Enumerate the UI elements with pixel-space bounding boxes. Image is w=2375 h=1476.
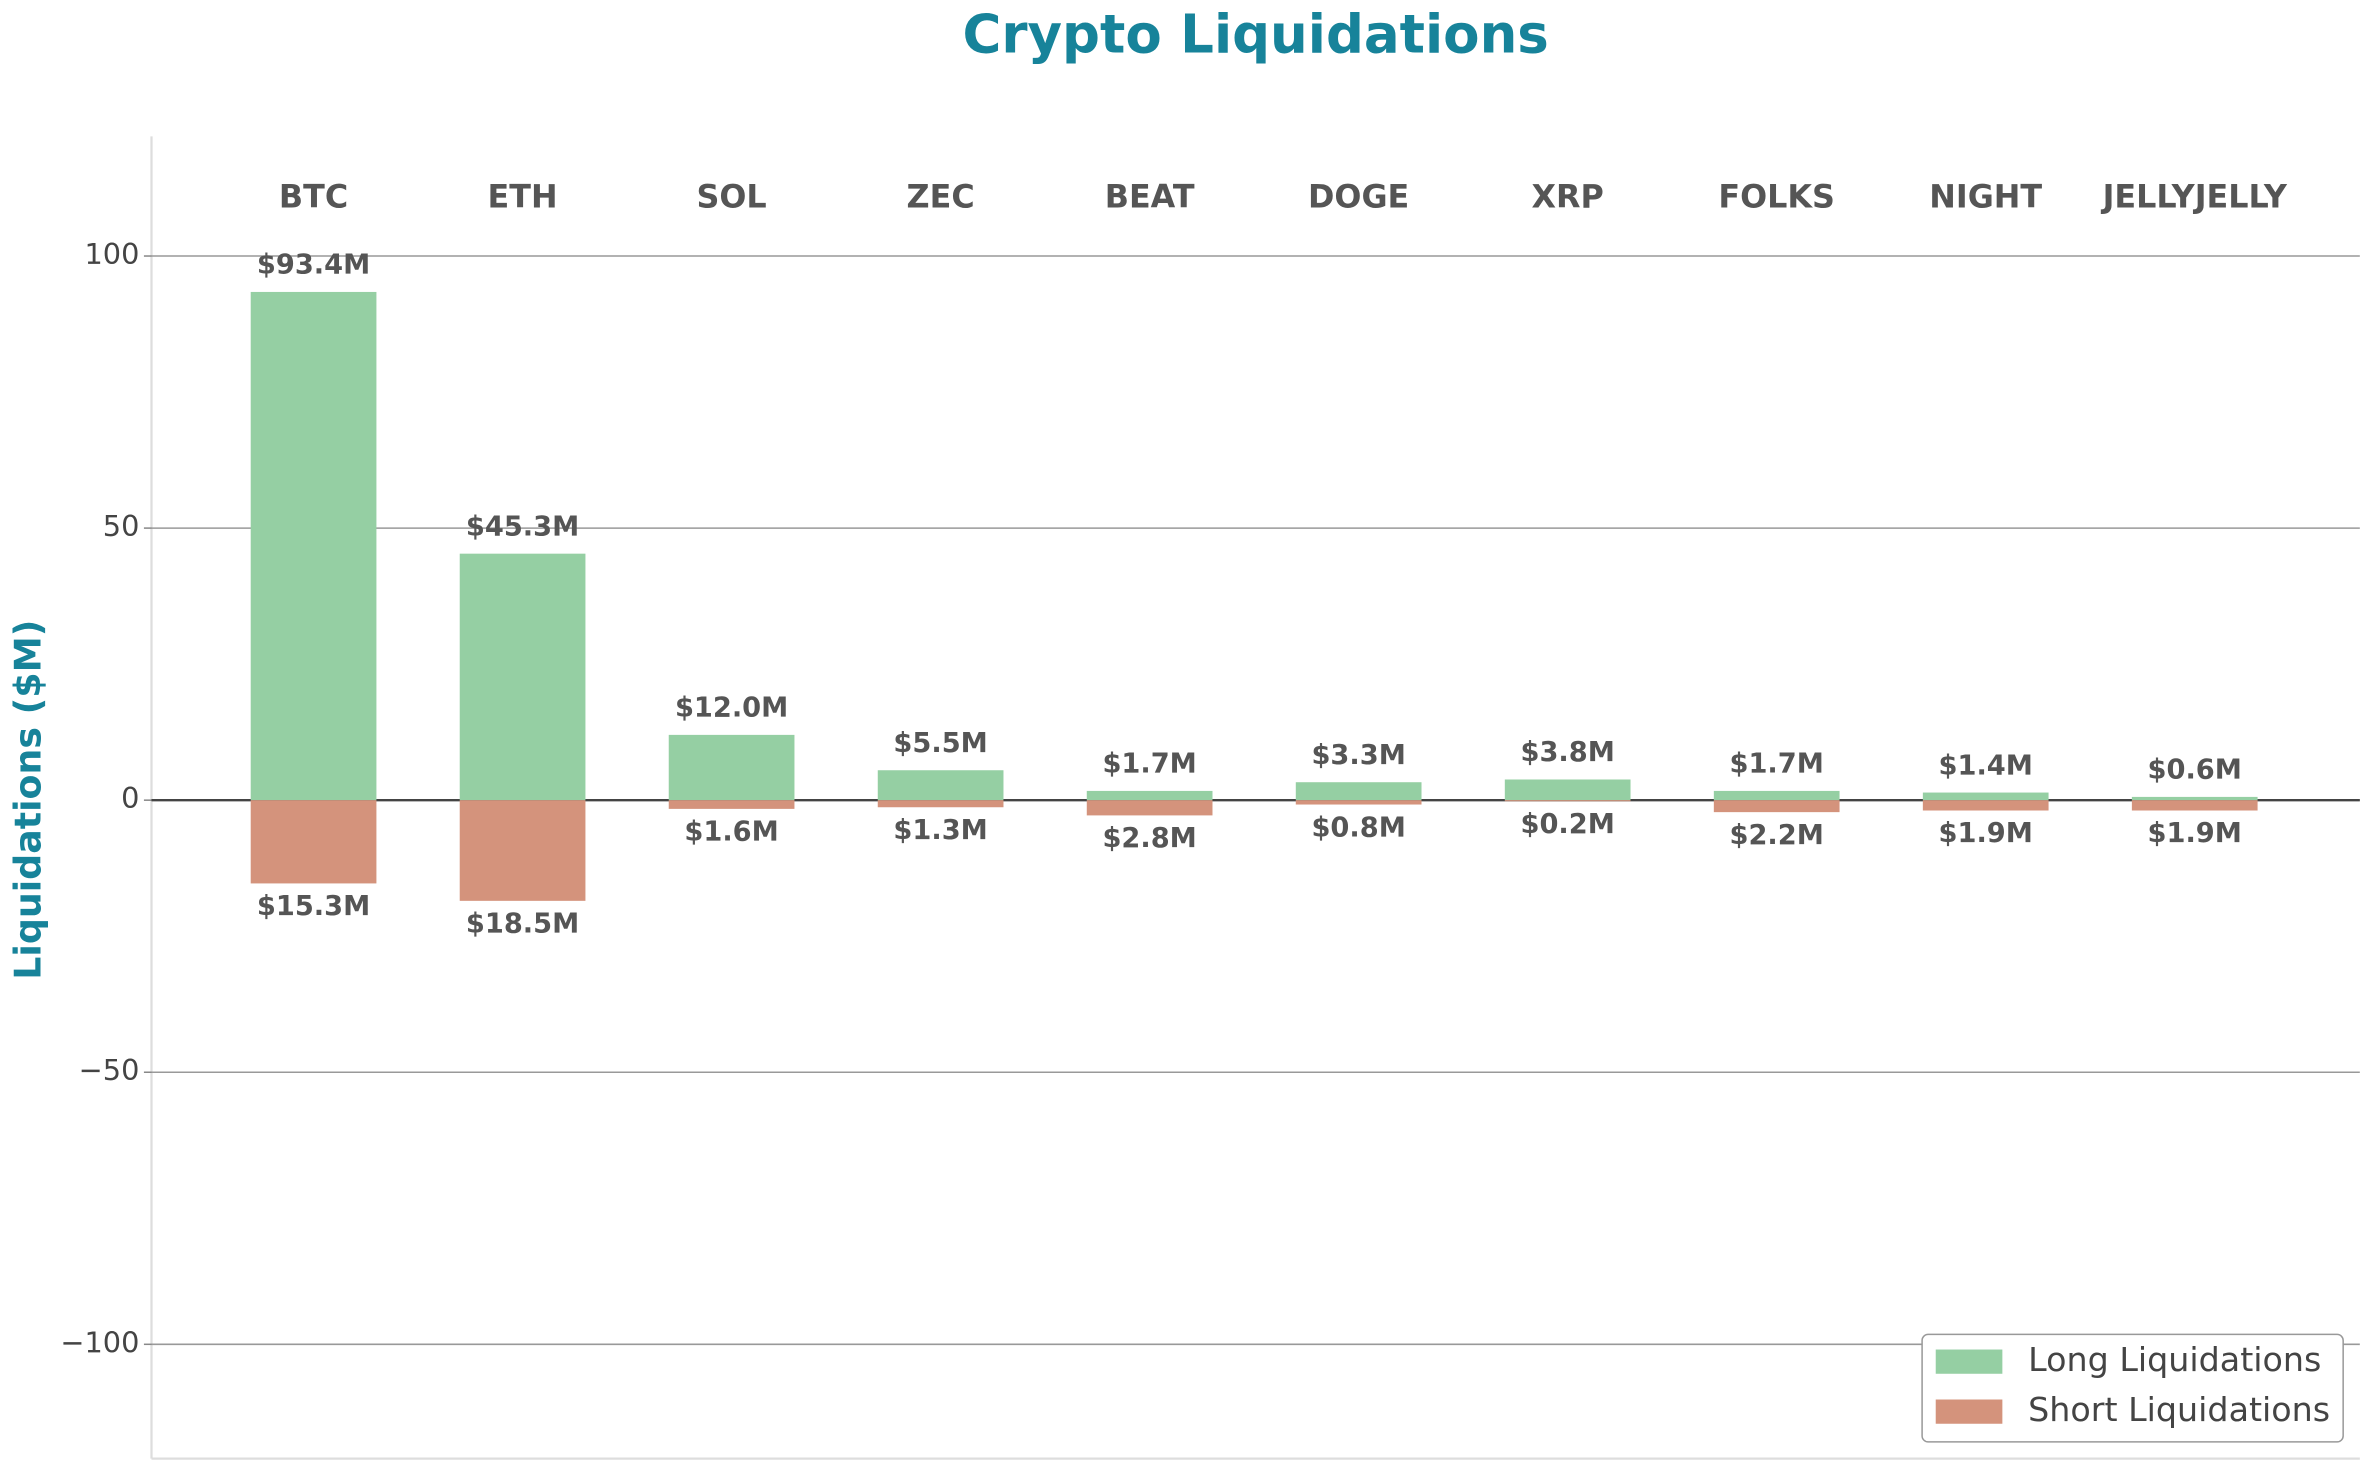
value-label: $45.3M [466, 511, 579, 542]
bar [2131, 800, 2258, 811]
chart-title: Crypto Liquidations [962, 4, 1548, 66]
value-label: $0.2M [1520, 809, 1614, 840]
legend-swatch [1935, 1399, 2003, 1424]
bar [459, 800, 586, 901]
bar [1504, 800, 1631, 802]
category-label: NIGHT [1929, 178, 2042, 215]
category-label: JELLYJELLY [2101, 178, 2288, 215]
legend-box [1921, 1333, 2344, 1443]
bar [1295, 800, 1422, 805]
bar [459, 553, 586, 801]
value-label: $2.2M [1730, 820, 1824, 851]
bar [877, 770, 1004, 801]
legend-label: Short Liquidations [2028, 1390, 2330, 1429]
value-label: $1.3M [893, 815, 987, 846]
value-label: $12.0M [675, 693, 788, 724]
value-label: $1.6M [684, 817, 778, 848]
value-label: $1.9M [2148, 818, 2242, 849]
bar [250, 291, 377, 801]
category-label: DOGE [1308, 178, 1409, 215]
value-label: $93.4M [257, 250, 370, 281]
bar [668, 800, 795, 809]
legend-label: Long Liquidations [2028, 1340, 2321, 1379]
y-tick-label: 100 [84, 237, 139, 271]
category-label: FOLKS [1718, 178, 1835, 215]
category-label: ZEC [907, 178, 975, 215]
y-tick-label: 50 [103, 509, 140, 543]
bar [668, 734, 795, 801]
value-label: $1.4M [1939, 750, 2033, 781]
bar [1922, 792, 2049, 801]
bar [1922, 800, 2049, 811]
category-label: SOL [696, 178, 766, 215]
value-label: $18.5M [466, 909, 579, 940]
value-label: $3.8M [1520, 737, 1614, 768]
bar [250, 800, 377, 884]
value-label: $3.3M [1311, 740, 1405, 771]
y-tick-label: 0 [121, 781, 139, 815]
value-label: $15.3M [257, 891, 370, 922]
value-label: $1.7M [1102, 749, 1196, 780]
y-tick-label: −50 [79, 1053, 140, 1087]
value-label: $1.9M [1939, 818, 2033, 849]
y-tick-label: −100 [60, 1325, 139, 1359]
legend-swatch [1935, 1349, 2003, 1374]
bar [1504, 779, 1631, 801]
value-label: $1.7M [1730, 749, 1824, 780]
value-label: $5.5M [893, 728, 987, 759]
value-label: $2.8M [1102, 823, 1196, 854]
bar [1295, 782, 1422, 801]
category-label: BTC [279, 178, 348, 215]
value-label: $0.6M [2148, 755, 2242, 786]
category-label: ETH [488, 178, 558, 215]
category-label: XRP [1532, 178, 1604, 215]
bar [1713, 800, 1840, 813]
bar [1086, 790, 1213, 801]
y-axis-label: Liquidations ($M) [6, 620, 49, 980]
category-label: BEAT [1105, 178, 1195, 215]
bar [877, 800, 1004, 808]
bar [1713, 790, 1840, 801]
value-label: $0.8M [1311, 812, 1405, 843]
bar [1086, 800, 1213, 816]
bar [2131, 796, 2258, 801]
